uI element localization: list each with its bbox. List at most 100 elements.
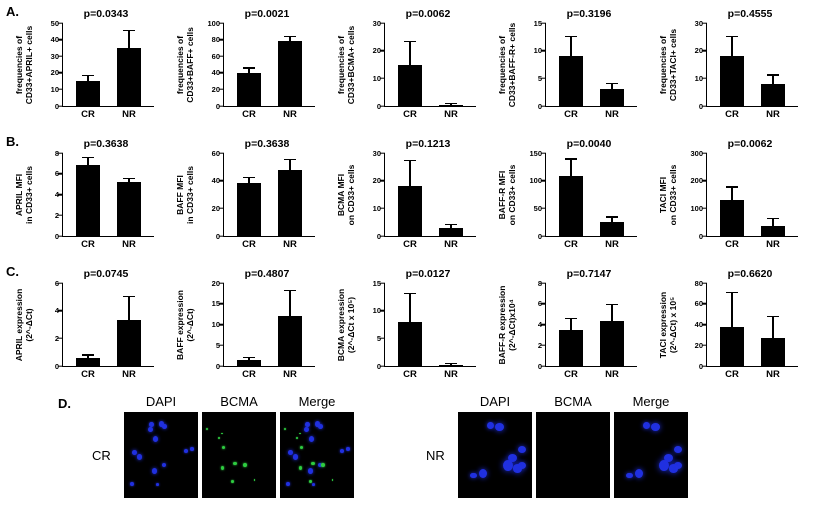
group-row-label-cr: CR xyxy=(92,448,111,463)
y-tick-label: 15 xyxy=(211,299,220,308)
x-tick-label: CR xyxy=(242,109,256,120)
y-tick-mark xyxy=(219,323,224,326)
y-tick-label: 0 xyxy=(54,231,59,241)
y-tick-mark xyxy=(219,365,224,367)
y-tick-label: 20 xyxy=(211,203,220,213)
y-axis-label: BAFF MFI in CD33+ cells xyxy=(175,166,195,224)
y-tick-mark xyxy=(380,309,385,312)
cell-signal-dot xyxy=(147,426,153,433)
p-value-label: p=0.0343 xyxy=(83,8,129,20)
y-axis-label: BCMA expression (2^-ΔCt x 10⁵) xyxy=(336,288,356,362)
cell-signal-dot xyxy=(673,446,682,454)
p-value-label: p=0.0021 xyxy=(244,8,290,20)
error-bar-cap xyxy=(82,354,95,356)
error-bar-cap xyxy=(82,74,95,77)
y-axis-label: APRIL expression (2^-ΔCt) xyxy=(14,288,34,362)
error-bar-cap xyxy=(605,216,618,218)
y-tick-mark xyxy=(58,173,63,175)
error-bar-stem xyxy=(289,37,291,42)
y-tick-label: 100 xyxy=(207,18,220,28)
y-tick-mark xyxy=(702,365,707,367)
p-value-label: p=0.7147 xyxy=(566,268,612,280)
bar-nr xyxy=(116,182,142,236)
y-axis-label: frequencies of CD33+BCMA+ cells xyxy=(336,25,356,105)
y-tick-label: 40 xyxy=(50,34,59,44)
error-bar-stem xyxy=(570,36,572,57)
plot-area: 0 10 20 30 CR NR xyxy=(695,19,798,120)
y-tick-mark xyxy=(58,282,63,284)
error-bar-stem xyxy=(248,177,250,184)
y-tick-mark xyxy=(541,344,546,346)
y-tick-mark xyxy=(541,49,546,52)
y-tick-mark xyxy=(541,282,546,284)
cell-signal-dot xyxy=(205,428,209,431)
cell-signal-dot xyxy=(136,454,143,460)
y-tick-mark xyxy=(702,235,707,237)
bar-chart-baff-mfi: p=0.3638 BAFF MFI in CD33+ cells 0 20 40 60 CR N… xyxy=(171,138,332,260)
error-bar-cap xyxy=(404,41,417,43)
y-axis-label: BCMA MFI on CD33+ cells xyxy=(336,164,356,226)
bar-nr xyxy=(760,226,786,236)
y-tick-label: 10 xyxy=(372,305,381,315)
error-bar-cap xyxy=(243,176,256,178)
error-bar-cap xyxy=(404,292,417,295)
cell-signal-dot xyxy=(130,482,134,487)
y-tick-label: 0 xyxy=(215,101,220,111)
error-bar-cap xyxy=(283,158,296,160)
bar-chart-taci-frequency: p=0.4555 frequencies of CD33+TACI+ cells 0 1… xyxy=(654,8,815,130)
plot-area: 0 100 200 300 CR NR xyxy=(690,149,798,250)
bar-chart-baffr-expression: p=0.7147 BAFF-R expression (2^-ΔCt)x10⁴ 0 2 4… xyxy=(493,268,654,390)
bar-nr xyxy=(116,320,142,366)
cell-signal-dot xyxy=(650,423,660,431)
cell-signal-dot xyxy=(517,461,527,469)
x-tick-label: NR xyxy=(122,369,136,380)
y-tick-mark xyxy=(702,323,707,326)
y-tick-label: 10 xyxy=(533,45,542,55)
column-header-merge: Merge xyxy=(632,394,670,409)
x-tick-label: CR xyxy=(564,109,578,120)
bar-cr xyxy=(397,186,423,236)
plot-area: 0 10 20 30 CR NR xyxy=(373,149,476,250)
y-tick-label: 80 xyxy=(694,278,703,288)
cell-signal-dot xyxy=(668,464,679,473)
y-tick-mark xyxy=(219,282,224,284)
error-bar-stem xyxy=(87,355,89,358)
y-tick-label: 200 xyxy=(690,175,703,185)
p-value-label: p=0.0127 xyxy=(405,268,451,280)
y-tick-label: 30 xyxy=(694,18,703,28)
y-tick-mark xyxy=(58,235,63,237)
y-tick-label: 50 xyxy=(50,18,59,28)
error-bar-stem xyxy=(731,36,733,57)
y-tick-mark xyxy=(380,77,385,80)
y-tick-mark xyxy=(380,49,385,52)
y-tick-label: 10 xyxy=(50,84,59,94)
y-tick-mark xyxy=(541,323,546,326)
y-tick-mark xyxy=(58,365,63,367)
plot-area: 0 20 40 60 80 100 CR NR xyxy=(207,19,315,120)
y-tick-label: 5 xyxy=(215,340,220,350)
error-bar-stem xyxy=(248,68,250,73)
error-bar-stem xyxy=(87,76,89,82)
x-tick-label: NR xyxy=(283,369,297,380)
panel-label-d: D. xyxy=(58,396,71,411)
x-tick-label: CR xyxy=(242,369,256,380)
y-tick-mark xyxy=(58,152,63,154)
error-bar-cap xyxy=(766,74,779,76)
cell-signal-dot xyxy=(470,472,477,479)
p-value-label: p=0.0745 xyxy=(83,268,129,280)
x-tick-label: CR xyxy=(564,369,578,380)
cell-signal-dot xyxy=(299,433,301,435)
panel-label-b: B. xyxy=(6,134,19,149)
cell-signal-dot xyxy=(300,446,304,450)
y-tick-label: 40 xyxy=(211,68,220,78)
error-bar-cap xyxy=(122,30,135,32)
y-tick-label: 60 xyxy=(211,148,220,158)
error-bar-stem xyxy=(128,296,130,321)
bar-cr xyxy=(397,321,423,366)
error-bar-cap xyxy=(404,160,417,162)
y-tick-label: 20 xyxy=(694,45,703,55)
error-bar-cap xyxy=(605,82,618,84)
error-bar-cap xyxy=(444,102,457,105)
panel-label-c: C. xyxy=(6,264,19,279)
y-tick-label: 20 xyxy=(372,45,381,55)
